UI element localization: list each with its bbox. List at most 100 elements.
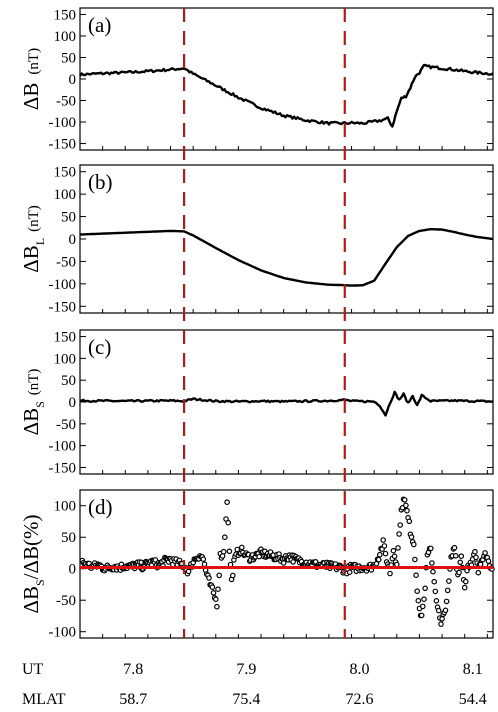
mlat-tick-label: 58.7	[119, 691, 147, 708]
y-tick-label: 0	[69, 232, 77, 248]
scatter-point	[429, 560, 435, 566]
scatter-point	[401, 497, 408, 503]
y-tick-label: 100	[54, 499, 77, 515]
y-tick-label: -100	[49, 277, 77, 293]
mlat-label: MLAT	[22, 691, 66, 708]
scatter-point	[456, 569, 462, 576]
mlat-tick-label: 75.4	[232, 691, 260, 708]
scatter-point	[422, 585, 428, 592]
scatter-point	[224, 499, 230, 506]
scatter-point	[410, 541, 417, 548]
y-axis-label: ΔBS/ΔB(%)	[19, 514, 47, 613]
y-tick-label: 50	[61, 373, 76, 389]
panel-label: (b)	[88, 170, 113, 194]
y-axis-label-unit: (nT)	[26, 48, 42, 75]
y-tick-label: 100	[54, 351, 77, 367]
scatter-point	[427, 545, 434, 552]
scatter-point	[213, 596, 219, 603]
scatter-point	[414, 588, 421, 595]
scatter-point	[413, 572, 419, 579]
ut-tick-labels: 7.8 7.9 8.0 8.1	[123, 661, 482, 678]
scatter-point	[220, 548, 227, 555]
series-line	[79, 227, 494, 287]
scatter-point	[375, 556, 382, 563]
scatter-point	[387, 570, 393, 577]
panel-label: (a)	[88, 13, 111, 37]
scatter-point	[216, 572, 223, 579]
scatter-point	[462, 578, 469, 585]
scatter-point	[206, 575, 212, 581]
scatter-point	[239, 544, 245, 551]
scatter-point	[209, 584, 216, 590]
y-axis-label-sub: S	[33, 401, 47, 408]
y-axis-label: ΔBS (nT)	[19, 369, 47, 436]
scatter-point	[222, 534, 228, 541]
scatter-point	[482, 550, 488, 556]
scatter-point	[421, 596, 427, 603]
scatter-point	[446, 578, 452, 584]
scatter-point	[226, 548, 233, 555]
scatter-point	[415, 597, 422, 604]
y-tick-label: -100	[49, 439, 77, 455]
scatter-point	[439, 615, 445, 622]
panel-frame	[79, 7, 494, 151]
ut-tick-label: 7.9	[236, 661, 256, 678]
mlat-tick-labels: 58.7 75.4 72.6 54.4	[119, 691, 486, 708]
y-tick-label: -50	[56, 254, 76, 270]
ut-tick-label: 8.1	[463, 661, 483, 678]
panel-c: -150 -100 -50 0 50 100 150 (c) ΔBS (nT)	[19, 329, 494, 476]
scatter-point	[475, 569, 482, 576]
panel-d: -100 -50 0 50 100 (d) ΔBS/ΔB(%)	[19, 489, 495, 641]
y-tick-label: 100	[54, 29, 77, 45]
y-axis-label-main: ΔB	[19, 83, 43, 111]
scatter-point	[461, 584, 468, 591]
scatter-point	[200, 556, 207, 563]
y-tick-label: -50	[56, 94, 76, 110]
y-tick-label: -100	[49, 115, 77, 131]
scatter-point	[435, 607, 442, 614]
series-line	[79, 390, 494, 417]
scatter-point	[230, 572, 236, 579]
y-tick-label: 0	[69, 395, 77, 411]
mlat-tick-label: 54.4	[459, 691, 487, 708]
y-axis-label: ΔBL (nT)	[19, 205, 47, 273]
y-axis-label: ΔB (nT)	[19, 48, 43, 110]
scatter-point	[376, 551, 383, 558]
mlat-tick-label: 72.6	[346, 691, 374, 708]
scatter-point	[418, 612, 425, 619]
scatter-point	[290, 559, 296, 565]
y-tick-label: 50	[61, 210, 76, 226]
scatter-point	[225, 519, 232, 526]
scatter-point	[485, 558, 492, 564]
scatter-point	[215, 586, 221, 593]
scatter-point	[391, 553, 398, 560]
scatter-point	[404, 507, 410, 514]
panel-frame	[79, 489, 494, 639]
series-line	[79, 63, 494, 128]
scatter-point	[201, 561, 208, 568]
scatter-point	[397, 522, 404, 528]
scatter-point	[214, 603, 220, 610]
y-axis-label-unit: (nT)	[26, 369, 42, 396]
scatter-point	[472, 548, 478, 555]
scatter-point	[451, 544, 458, 551]
panels: -150 -100 -50 0 50 100 150 (a) ΔB (nT) -150 -100 -50…	[19, 7, 495, 641]
scatter-point	[346, 569, 353, 576]
scatter-point	[458, 553, 465, 560]
y-tick-label: -100	[49, 625, 77, 641]
scatter-point	[443, 598, 450, 605]
y-axis-label-unit: (nT)	[26, 205, 42, 232]
scatter-point	[210, 589, 217, 596]
y-axis-label-sub: S	[33, 579, 47, 586]
panel-b: -150 -100 -50 0 50 100 150 (b) ΔBL (nT)	[19, 164, 494, 315]
scatter-series	[79, 496, 495, 627]
y-tick-label: 0	[69, 72, 77, 88]
scatter-point	[403, 502, 409, 509]
scatter-point	[395, 545, 401, 551]
panel-frame	[79, 164, 494, 314]
ut-label: UT	[22, 661, 44, 678]
panel-a: -150 -100 -50 0 50 100 150 (a) ΔB (nT)	[19, 7, 494, 153]
ut-tick-label: 7.8	[123, 661, 143, 678]
scatter-point	[412, 556, 418, 563]
y-tick-label: 150	[54, 7, 77, 23]
